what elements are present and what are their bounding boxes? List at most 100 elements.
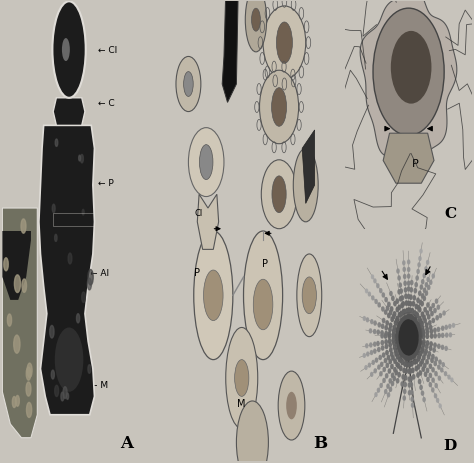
Circle shape — [88, 365, 91, 374]
Circle shape — [396, 331, 399, 335]
Circle shape — [432, 275, 434, 278]
Circle shape — [374, 369, 376, 373]
Circle shape — [410, 383, 412, 387]
Circle shape — [396, 300, 399, 304]
Circle shape — [409, 356, 411, 360]
Circle shape — [418, 263, 420, 267]
Circle shape — [200, 145, 213, 180]
Circle shape — [432, 319, 435, 323]
Text: ← P: ← P — [98, 179, 113, 188]
Circle shape — [235, 360, 249, 396]
Circle shape — [371, 320, 373, 324]
Circle shape — [378, 323, 381, 327]
Circle shape — [373, 9, 444, 136]
Circle shape — [434, 334, 436, 338]
Circle shape — [419, 317, 421, 321]
Polygon shape — [2, 232, 31, 300]
Circle shape — [378, 303, 380, 307]
Circle shape — [302, 277, 316, 314]
Circle shape — [408, 383, 410, 387]
Circle shape — [372, 296, 374, 300]
Circle shape — [374, 321, 376, 325]
Circle shape — [22, 279, 27, 293]
Circle shape — [386, 363, 389, 368]
Circle shape — [391, 32, 431, 105]
Circle shape — [369, 329, 372, 333]
Circle shape — [377, 388, 380, 392]
Circle shape — [414, 351, 417, 356]
Circle shape — [419, 308, 421, 312]
Circle shape — [413, 353, 416, 357]
Circle shape — [389, 388, 392, 392]
Circle shape — [442, 334, 444, 338]
Circle shape — [396, 355, 399, 359]
Circle shape — [391, 352, 393, 357]
Circle shape — [427, 261, 428, 265]
Circle shape — [417, 299, 419, 303]
Circle shape — [419, 319, 422, 324]
Ellipse shape — [176, 57, 201, 113]
Circle shape — [27, 363, 32, 378]
Circle shape — [424, 363, 426, 368]
Circle shape — [276, 23, 292, 64]
Circle shape — [438, 344, 440, 349]
Circle shape — [388, 369, 391, 373]
Circle shape — [442, 363, 444, 367]
Circle shape — [401, 319, 403, 323]
Ellipse shape — [261, 161, 297, 229]
Polygon shape — [197, 195, 219, 250]
Circle shape — [398, 290, 401, 294]
Circle shape — [435, 394, 437, 398]
Circle shape — [26, 382, 31, 396]
Circle shape — [393, 376, 395, 381]
Circle shape — [403, 369, 405, 373]
Circle shape — [408, 356, 410, 360]
Circle shape — [398, 313, 401, 317]
Circle shape — [425, 283, 428, 287]
Circle shape — [417, 323, 419, 328]
Circle shape — [410, 362, 413, 366]
Circle shape — [396, 335, 398, 339]
Text: C: C — [203, 158, 209, 167]
Circle shape — [374, 279, 376, 283]
Circle shape — [426, 344, 428, 349]
Circle shape — [408, 261, 410, 264]
Text: P: P — [411, 158, 419, 169]
Circle shape — [272, 176, 286, 213]
Circle shape — [421, 326, 424, 331]
Circle shape — [396, 333, 398, 338]
Ellipse shape — [188, 128, 224, 197]
Circle shape — [409, 302, 412, 307]
Circle shape — [394, 302, 396, 306]
Circle shape — [430, 334, 433, 338]
Circle shape — [420, 250, 422, 253]
Ellipse shape — [263, 7, 306, 80]
Circle shape — [392, 382, 393, 386]
Circle shape — [390, 292, 392, 296]
Circle shape — [426, 334, 428, 339]
Circle shape — [422, 335, 425, 339]
Circle shape — [411, 403, 414, 407]
Circle shape — [392, 335, 395, 339]
Circle shape — [371, 373, 373, 376]
Circle shape — [389, 327, 391, 332]
Text: B: B — [313, 435, 327, 451]
Circle shape — [410, 315, 413, 319]
Text: Cl: Cl — [195, 209, 203, 218]
Circle shape — [384, 359, 387, 363]
Polygon shape — [53, 99, 85, 126]
Circle shape — [453, 324, 455, 327]
Circle shape — [21, 219, 26, 234]
Circle shape — [375, 300, 377, 304]
Circle shape — [395, 352, 397, 356]
Circle shape — [53, 2, 86, 99]
Circle shape — [402, 310, 405, 314]
Circle shape — [400, 366, 402, 371]
Polygon shape — [222, 0, 238, 103]
Polygon shape — [383, 134, 434, 184]
Circle shape — [421, 359, 423, 363]
Circle shape — [82, 292, 85, 303]
Circle shape — [411, 309, 414, 313]
Circle shape — [421, 280, 424, 284]
Circle shape — [387, 393, 390, 397]
